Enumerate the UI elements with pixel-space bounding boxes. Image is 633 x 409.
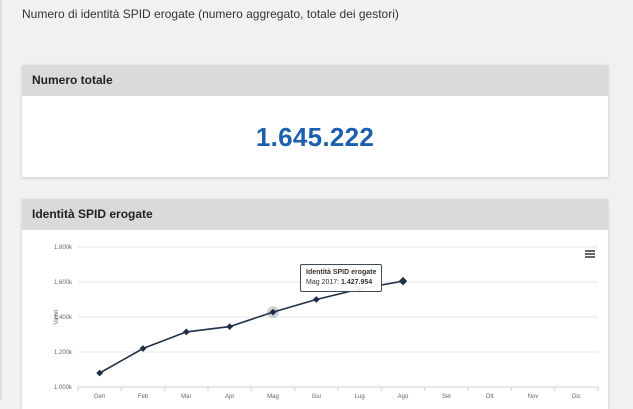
y-tick-label: 1.000k: [54, 385, 73, 391]
y-tick-label: 1.400k: [54, 315, 73, 321]
total-card-header: Numero totale: [22, 65, 608, 96]
page-title: Numero di identità SPID erogate (numero …: [22, 7, 399, 21]
x-tick-label: Giu: [312, 394, 321, 400]
x-tick-label: Dic: [572, 394, 581, 400]
left-border: [0, 0, 2, 400]
line-chart[interactable]: 1.000k 1.200k 1.400k 1.600k 1.800k Gen Feb Mar A…: [22, 230, 608, 400]
y-tick-label: 1.600k: [54, 280, 73, 286]
data-point-marker: [139, 345, 147, 352]
data-point-marker: [96, 369, 104, 377]
x-tick-label: Ott: [486, 394, 494, 400]
chart-card-header: Identità SPID erogate: [22, 199, 608, 230]
x-tick-label: Nov: [528, 394, 539, 400]
series-line: [99, 280, 404, 374]
x-tick-label: Ago: [398, 394, 409, 400]
x-tick-label: Apr: [225, 394, 234, 400]
y-axis-title: Valori: [54, 310, 60, 325]
x-tick-label: Lug: [355, 394, 365, 400]
y-tick-label: 1.200k: [54, 350, 73, 356]
chart-tooltip: Identità SPID erogate Mag 2017: 1.427.95…: [300, 264, 383, 292]
x-tick-label: Mar: [181, 394, 191, 400]
y-tick-label: 1.800k: [54, 245, 73, 251]
data-point-marker: [226, 323, 234, 331]
tooltip-title: Identità SPID erogate: [306, 269, 377, 276]
tooltip-label: Mag 2017:: [306, 279, 342, 286]
x-tick-label: Feb: [138, 394, 149, 400]
x-tick-label: Set: [442, 394, 451, 400]
data-point-marker: [312, 296, 320, 303]
tooltip-value: 1.427.954: [341, 279, 373, 286]
data-point-marker: [269, 308, 277, 316]
total-card: Numero totale 1.645.222: [22, 65, 608, 177]
chart-area[interactable]: 1.000k 1.200k 1.400k 1.600k 1.800k Gen Feb Mar A…: [22, 230, 608, 400]
data-point-marker: [398, 276, 408, 286]
data-point-marker: [182, 328, 190, 336]
x-tick-label: Mag: [267, 394, 279, 400]
total-value: 1.645.222: [255, 122, 375, 152]
x-tick-label: Gen: [94, 394, 105, 400]
chart-card: Identità SPID erogate 1.000k 1.200k 1.400k…: [22, 199, 608, 409]
hamburger-menu-icon[interactable]: [585, 250, 595, 258]
